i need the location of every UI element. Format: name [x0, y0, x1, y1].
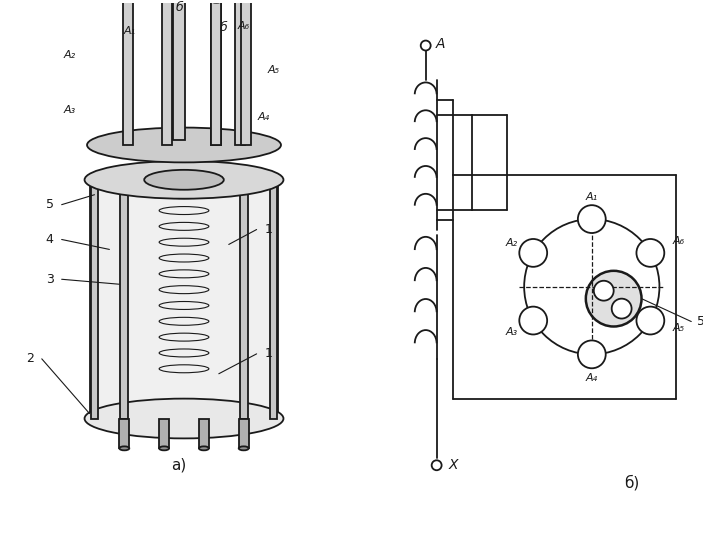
- FancyBboxPatch shape: [241, 0, 252, 145]
- FancyBboxPatch shape: [239, 418, 249, 448]
- Circle shape: [420, 41, 431, 51]
- FancyBboxPatch shape: [269, 180, 278, 418]
- Text: А₅: А₅: [267, 66, 280, 75]
- Text: А₃: А₃: [505, 327, 517, 337]
- Circle shape: [432, 461, 441, 470]
- FancyBboxPatch shape: [240, 180, 247, 418]
- Circle shape: [586, 271, 642, 327]
- Circle shape: [636, 239, 664, 267]
- Text: б): б): [624, 475, 639, 491]
- FancyBboxPatch shape: [173, 0, 185, 140]
- Circle shape: [636, 306, 664, 335]
- Ellipse shape: [239, 446, 249, 450]
- Text: А₂: А₂: [505, 238, 517, 248]
- Text: А₂: А₂: [63, 51, 76, 60]
- Ellipse shape: [214, 0, 219, 2]
- FancyBboxPatch shape: [120, 180, 129, 418]
- FancyBboxPatch shape: [89, 180, 278, 418]
- Text: А₄: А₄: [257, 112, 270, 122]
- Text: А₁: А₁: [123, 26, 136, 36]
- Ellipse shape: [84, 161, 283, 199]
- Text: А₆: А₆: [672, 236, 684, 246]
- FancyBboxPatch shape: [212, 0, 221, 145]
- Text: 5: 5: [46, 198, 53, 211]
- Circle shape: [594, 281, 614, 301]
- Circle shape: [578, 205, 606, 233]
- Ellipse shape: [120, 446, 129, 450]
- FancyBboxPatch shape: [120, 418, 129, 448]
- Text: 5: 5: [697, 315, 703, 328]
- Circle shape: [520, 306, 547, 335]
- FancyBboxPatch shape: [212, 1, 221, 145]
- FancyBboxPatch shape: [159, 418, 169, 448]
- Text: А₁: А₁: [586, 192, 598, 202]
- Text: Х: Х: [449, 458, 458, 472]
- Text: б: б: [175, 1, 183, 14]
- Text: А: А: [436, 37, 445, 51]
- Text: а): а): [172, 458, 187, 473]
- Circle shape: [520, 239, 547, 267]
- Ellipse shape: [159, 446, 169, 450]
- Text: 2: 2: [26, 352, 34, 365]
- Ellipse shape: [84, 399, 283, 439]
- Ellipse shape: [144, 170, 224, 190]
- Text: 1: 1: [264, 223, 273, 236]
- Text: б: б: [220, 21, 228, 34]
- Circle shape: [578, 341, 606, 368]
- Text: 1: 1: [264, 348, 273, 360]
- Text: 4: 4: [46, 233, 53, 246]
- Ellipse shape: [212, 0, 221, 3]
- FancyBboxPatch shape: [235, 0, 245, 145]
- Ellipse shape: [199, 446, 209, 450]
- Text: А₅: А₅: [672, 324, 684, 334]
- Text: А₃: А₃: [63, 105, 76, 115]
- Circle shape: [612, 298, 631, 319]
- Text: А₄: А₄: [586, 373, 598, 383]
- FancyBboxPatch shape: [162, 0, 172, 145]
- Text: А₆: А₆: [238, 21, 250, 30]
- FancyBboxPatch shape: [123, 0, 133, 145]
- Ellipse shape: [87, 127, 281, 163]
- Text: 3: 3: [46, 273, 53, 286]
- FancyBboxPatch shape: [199, 418, 209, 448]
- FancyBboxPatch shape: [91, 180, 98, 418]
